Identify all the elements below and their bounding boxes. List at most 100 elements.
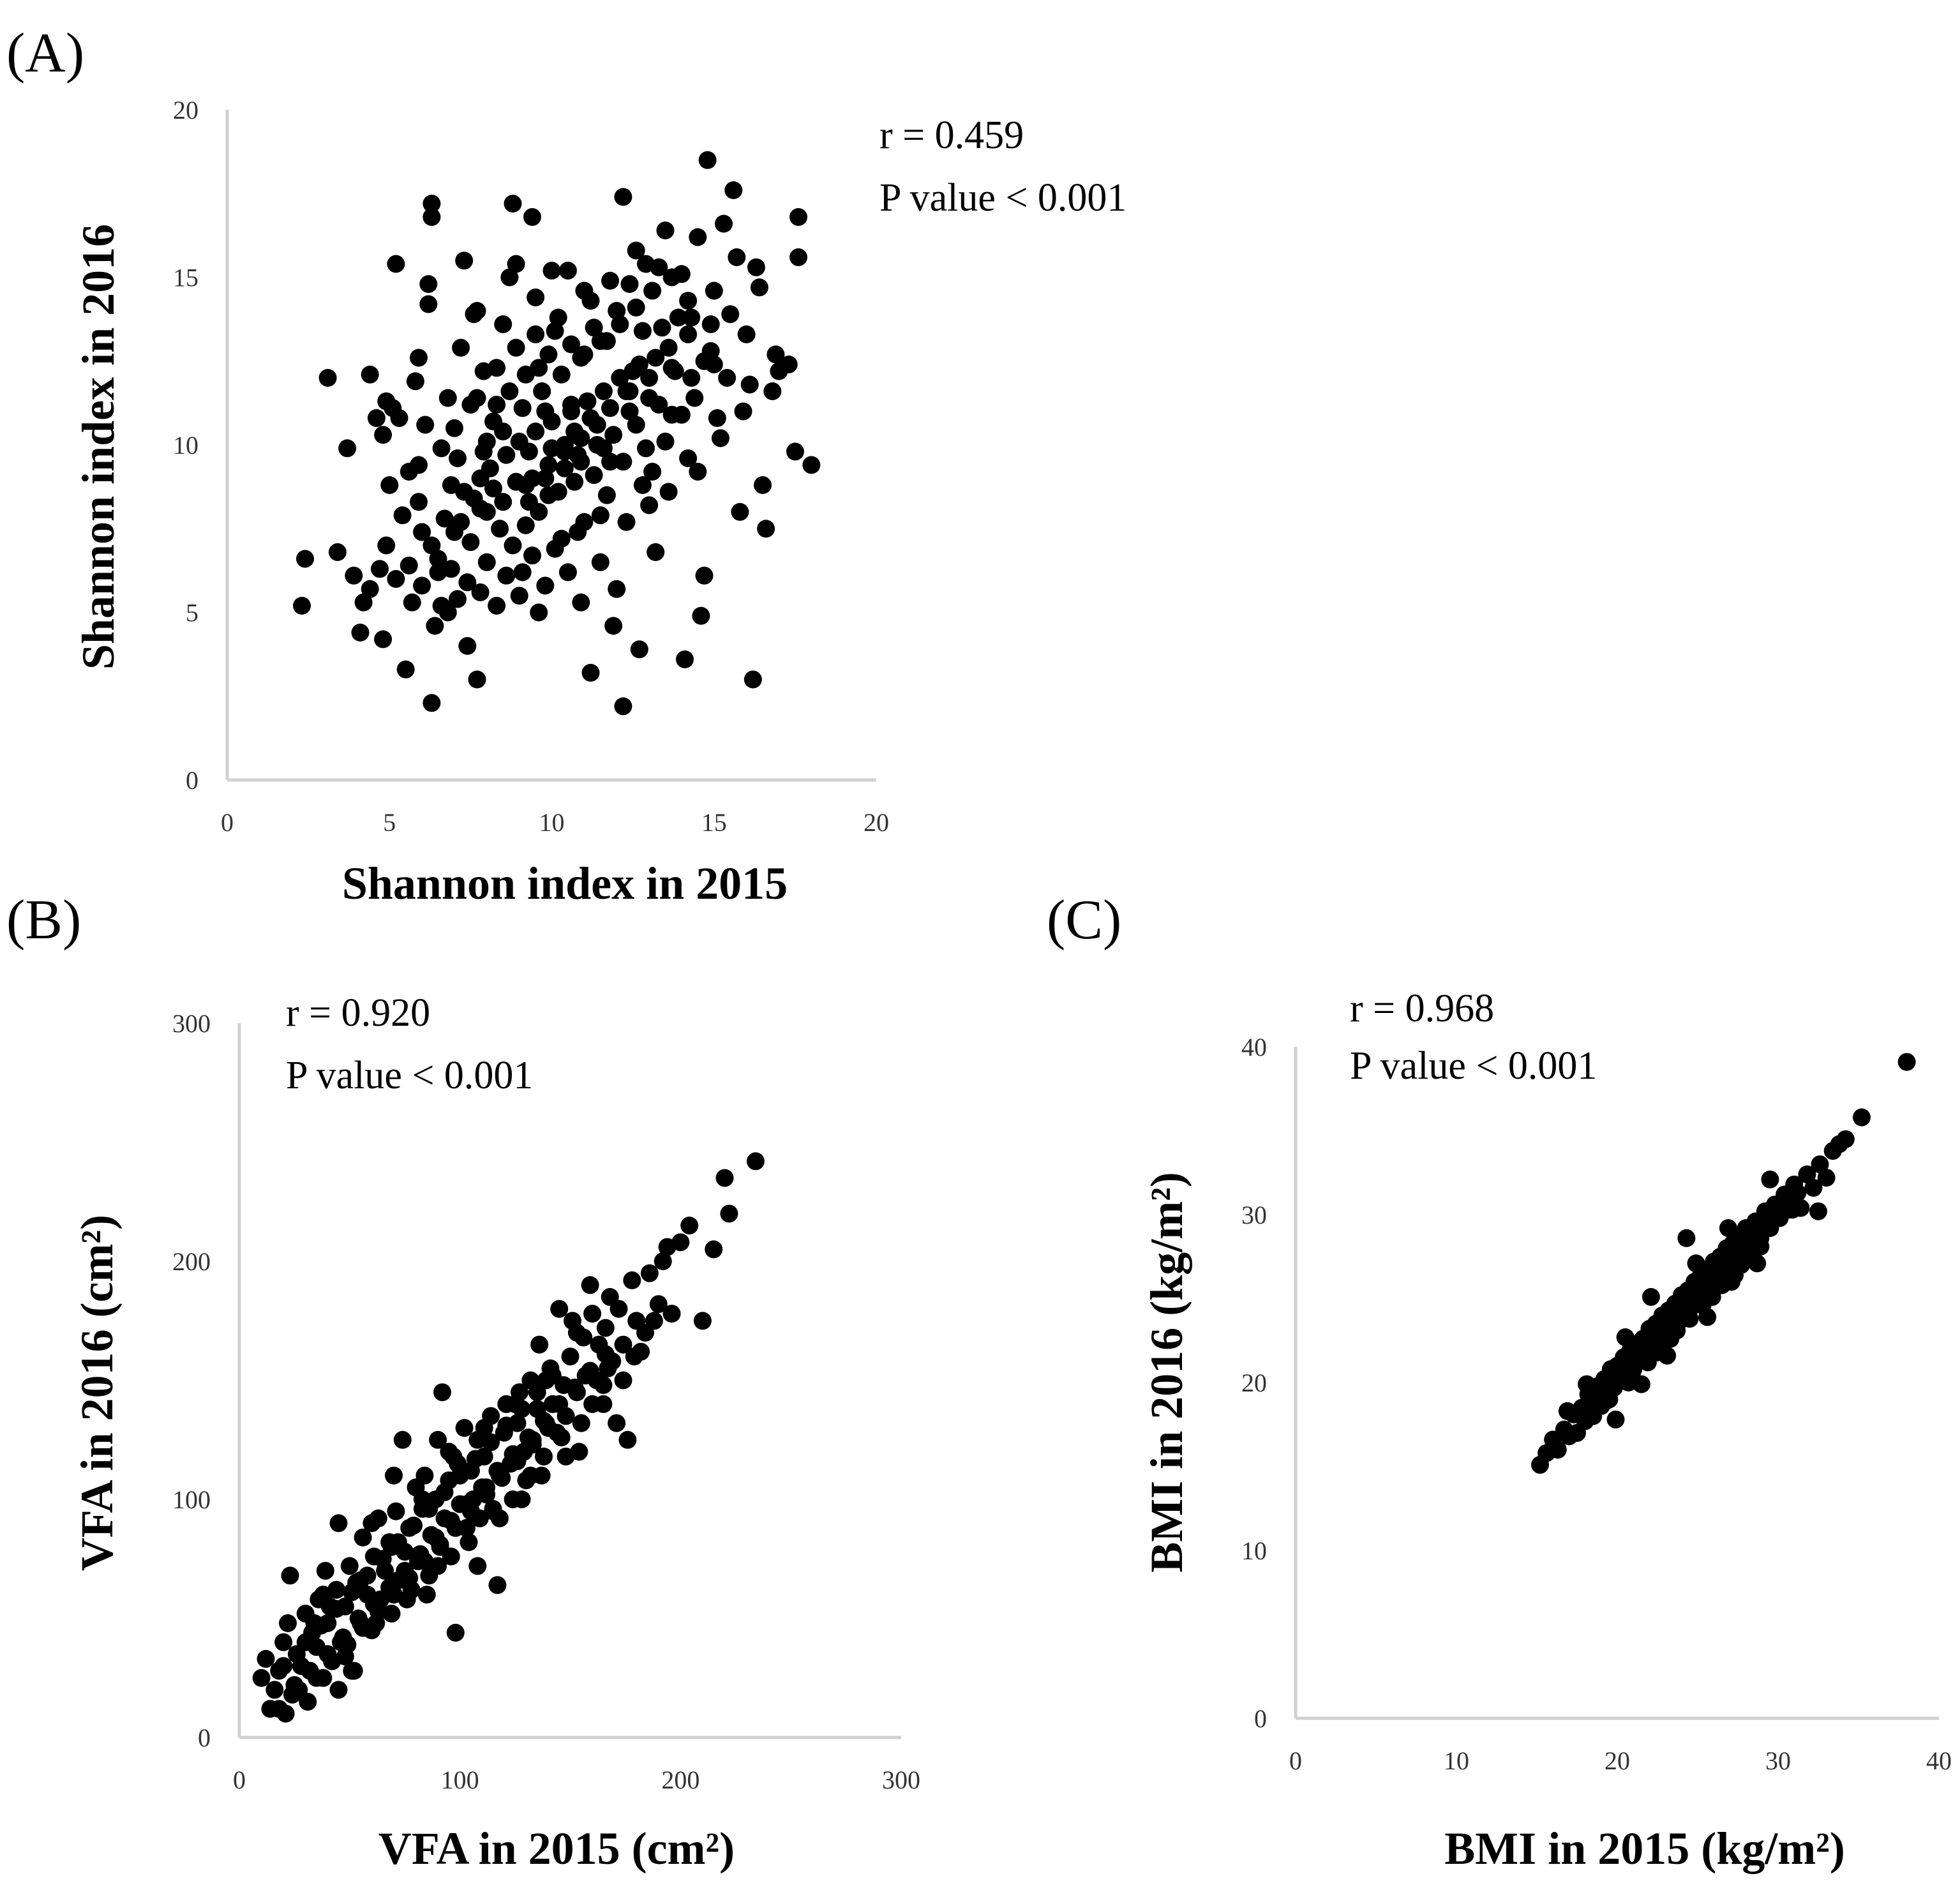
panel-c-data-point — [1804, 1178, 1823, 1197]
panel-a-data-point — [715, 214, 733, 233]
panel-b-data-point — [614, 1371, 632, 1390]
panel-a-x-tick-label: 10 — [539, 808, 565, 837]
panel-a-data-point — [413, 576, 431, 595]
panel-a-data-point — [318, 369, 337, 387]
panel-a-data-point — [542, 439, 561, 458]
panel-a-data-point — [293, 597, 311, 615]
panel-c-y-tick-label: 20 — [1241, 1369, 1267, 1397]
panel-a-data-point — [724, 181, 743, 199]
panel-a-data-point — [400, 557, 418, 574]
panel-a-data-point — [546, 322, 564, 340]
panel-c-data-point — [1811, 1155, 1829, 1174]
panel-a-data-point — [601, 271, 619, 290]
panel-a-data-point — [542, 412, 561, 431]
panel-c-data-point — [1558, 1402, 1576, 1420]
panel-b-data-point — [662, 1305, 681, 1323]
panel-a-data-point — [611, 369, 629, 387]
panel-a-data-point — [695, 566, 714, 585]
panel-a-data-point — [449, 449, 467, 467]
panel-b-data-point — [535, 1447, 553, 1466]
panel-a-data-point — [669, 308, 687, 327]
panel-a-data-point — [744, 670, 762, 689]
panel-a-data-point — [763, 382, 782, 400]
panel-b-y-tick-label: 0 — [198, 1723, 211, 1752]
panel-a-data-point — [416, 416, 435, 434]
panel-a-data-point — [558, 262, 577, 280]
panel-a-data-point — [562, 402, 580, 421]
panel-b-data-point — [405, 1517, 423, 1534]
panel-c-data-point — [1798, 1165, 1816, 1183]
panel-a-data-point — [500, 268, 519, 287]
panel-b-data-point — [539, 1419, 557, 1437]
panel-b-data-point — [475, 1419, 493, 1437]
panel-b-data-point — [429, 1430, 447, 1449]
panel-b-data-point — [352, 1571, 370, 1589]
panel-b-data-point — [649, 1295, 668, 1314]
panel-a-data-point — [620, 402, 639, 421]
panel-b-x-axis-title: VFA in 2015 (cm²) — [378, 1823, 735, 1874]
panel-a-data-point — [374, 630, 393, 649]
panel-b-data-point — [296, 1633, 315, 1651]
panel-a-data-point — [552, 365, 571, 384]
panel-a-data-point — [740, 375, 759, 394]
panel-a-data-point — [419, 275, 438, 293]
panel-a-data-point — [374, 426, 393, 444]
panel-a-data-point — [705, 356, 723, 373]
panel-c-data-point — [1748, 1254, 1767, 1273]
panel-b-data-point — [482, 1433, 500, 1451]
panel-b-data-point — [671, 1233, 690, 1252]
panel-a-data-point — [435, 509, 454, 528]
panel-a-data-point — [608, 302, 626, 320]
panel-a-data-point — [542, 262, 561, 280]
panel-a-data-point — [656, 221, 675, 239]
panel-a-data-point — [601, 453, 619, 471]
panel-a-data-point — [410, 456, 428, 474]
panel-a-data-point — [737, 325, 756, 343]
panel-c-data-point — [1726, 1266, 1744, 1284]
panel-b-data-point — [413, 1490, 431, 1508]
panel-c-data-point — [1578, 1375, 1596, 1393]
panel-a-data-point — [802, 456, 821, 474]
panel-a-data-point — [471, 499, 490, 518]
panel-a-data-point — [497, 446, 516, 464]
panel-c-data-point — [1809, 1202, 1827, 1220]
panel-a-data-point — [789, 248, 807, 266]
panel-b-data-point — [415, 1466, 434, 1485]
panel-a-data-point — [591, 506, 610, 525]
panel-a-data-point — [633, 322, 652, 340]
panel-a-data-point — [338, 439, 357, 458]
panel-b-data-point — [429, 1557, 447, 1575]
panel-a-data-point — [682, 308, 701, 327]
panel-a-data-point — [539, 456, 558, 474]
panel-b-data-point — [290, 1681, 308, 1699]
panel-a-data-point — [452, 338, 470, 357]
panel-b-y-tick-label: 200 — [172, 1247, 211, 1276]
panel-a-data-point — [494, 423, 512, 440]
panel-a-data-point — [653, 319, 671, 337]
panel-a-data-point — [604, 617, 623, 635]
panel-a-data-point — [705, 281, 723, 300]
panel-a-data-point — [504, 195, 522, 213]
panel-b-x-tick-label: 300 — [882, 1766, 920, 1794]
panel-a-data-point — [351, 624, 370, 641]
panel-a-label: (A) — [6, 22, 84, 84]
panel-a-axes: 0 5 10 15 20 0 5 10 15 20 — [173, 96, 889, 837]
panel-b-data-point — [523, 1436, 542, 1454]
panel-a-data-point — [562, 335, 580, 354]
panel-b-data-point — [572, 1414, 590, 1432]
panel-a-data-point — [510, 432, 528, 451]
panel-a-data-point — [527, 423, 545, 440]
panel-b-data-point — [281, 1566, 299, 1585]
panel-c-y-tick-label: 0 — [1254, 1704, 1267, 1733]
panel-a-data-point — [387, 570, 405, 588]
panel-a-data-point — [533, 382, 551, 400]
panel-b-data-point — [506, 1395, 525, 1413]
panel-c-data-point — [1548, 1441, 1567, 1459]
panel-a-data-point — [718, 369, 737, 387]
panel-a-data-point — [711, 429, 729, 447]
panel-b-data-point — [382, 1538, 401, 1556]
panel-b-data-point — [614, 1335, 632, 1354]
panel-a-data-point — [572, 593, 590, 611]
panel-a-data-point — [558, 563, 577, 581]
panel-a-data-point — [585, 466, 603, 484]
